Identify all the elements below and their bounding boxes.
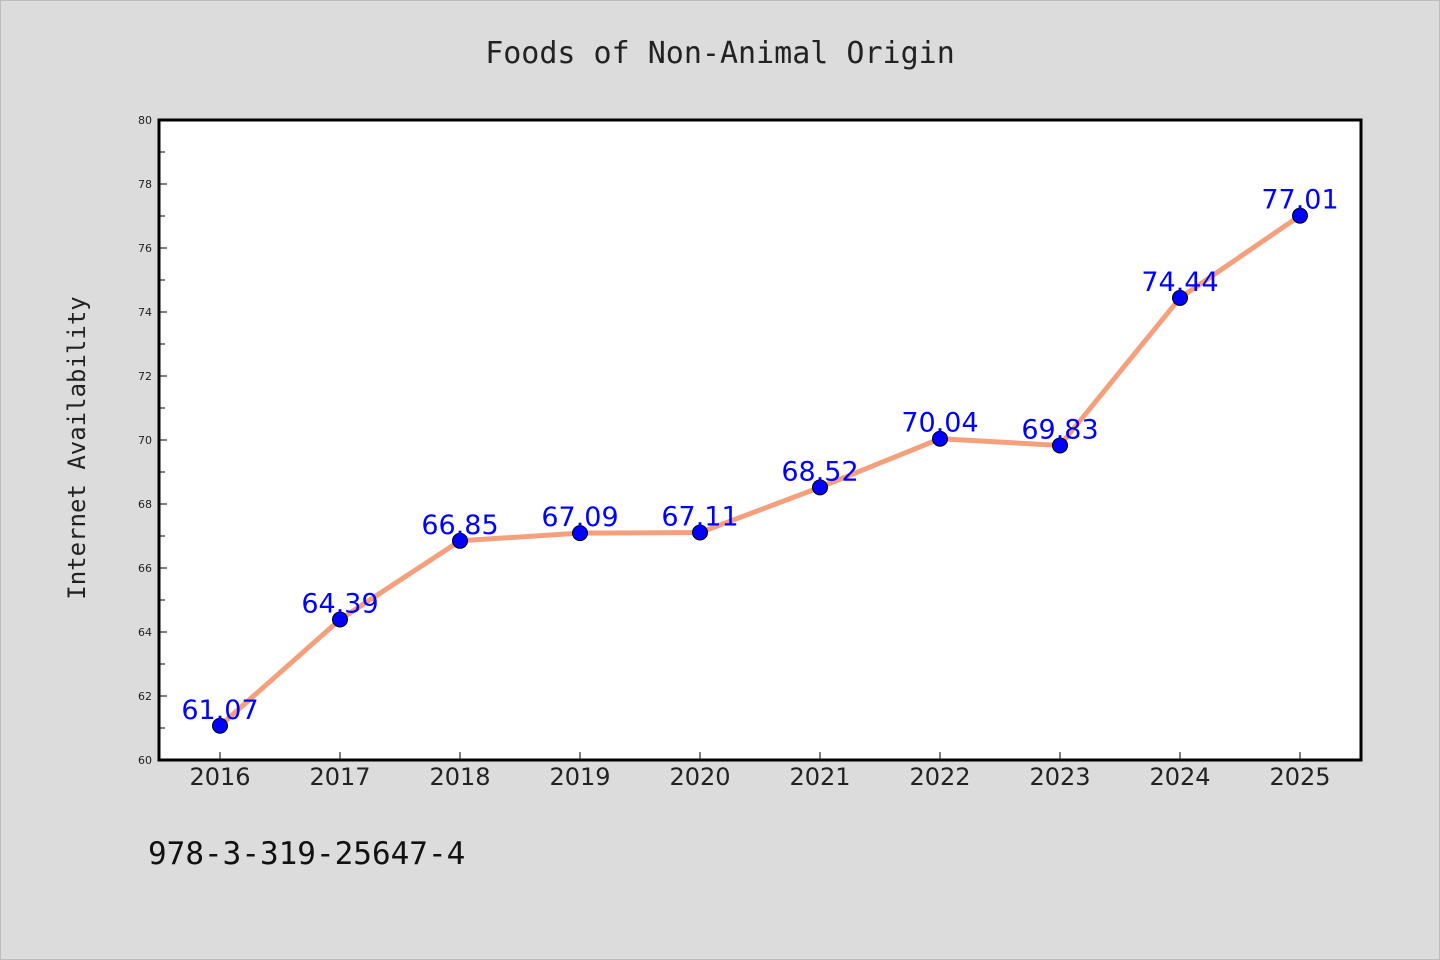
data-point — [572, 525, 588, 542]
labels-layer: 61.07 64.39 66.85 67.09 67.11 68.52 70.04 69.83… — [181, 185, 1338, 726]
series-line — [217, 213, 1303, 729]
data-point — [1052, 437, 1068, 454]
y-tick-label: 60 — [138, 754, 152, 767]
data-point — [812, 479, 828, 496]
series-layer — [212, 207, 1308, 734]
x-tick-label: 2020 — [669, 763, 730, 791]
data-label: 67.11 — [661, 501, 738, 532]
data-label: 74.44 — [1141, 267, 1218, 298]
data-point — [452, 532, 468, 549]
footer-identifier: 978-3-319-25647-4 — [148, 836, 465, 872]
x-tick-label: 2019 — [549, 763, 610, 791]
data-point — [212, 717, 228, 734]
y-tick-label: 68 — [138, 498, 152, 511]
y-tick-label: 66 — [138, 562, 152, 575]
y-tick-label: 64 — [138, 626, 152, 639]
x-tick-label: 2025 — [1269, 763, 1330, 791]
x-tick-label: 2018 — [429, 763, 490, 791]
data-label: 64.39 — [301, 589, 378, 620]
x-tick-label: 2016 — [189, 763, 250, 791]
data-point — [1172, 289, 1188, 306]
x-tick-label: 2021 — [789, 763, 850, 791]
y-tick-label: 76 — [138, 242, 152, 255]
data-point — [692, 524, 708, 541]
data-label: 61.07 — [181, 695, 258, 726]
ticks-layer: 60 62 64 66 68 70 72 74 76 78 80 2016 2017 2018 2019 20… — [138, 114, 1331, 791]
data-point — [332, 611, 348, 628]
data-label: 69.83 — [1021, 414, 1098, 445]
data-point — [1292, 207, 1308, 224]
x-tick-label: 2017 — [309, 763, 370, 791]
data-label: 77.01 — [1261, 185, 1338, 216]
chart-title: Foods of Non-Animal Origin — [485, 36, 955, 71]
data-label: 67.09 — [541, 502, 618, 533]
x-tick-label: 2024 — [1149, 763, 1210, 791]
data-label: 70.04 — [901, 408, 978, 439]
y-tick-label: 78 — [138, 178, 152, 191]
y-tick-label: 62 — [138, 690, 152, 703]
data-label: 68.52 — [781, 456, 858, 487]
x-tick-label: 2022 — [909, 763, 970, 791]
y-tick-label: 70 — [138, 434, 152, 447]
y-axis-label: Internet Availability — [63, 296, 91, 599]
plot-area — [159, 120, 1361, 760]
data-label: 66.85 — [421, 510, 498, 541]
x-tick-label: 2023 — [1029, 763, 1090, 791]
y-tick-label: 74 — [138, 306, 152, 319]
y-tick-label: 72 — [138, 370, 152, 383]
plot-border — [157, 118, 1363, 762]
y-tick-label: 80 — [138, 114, 152, 127]
data-point — [932, 430, 948, 447]
